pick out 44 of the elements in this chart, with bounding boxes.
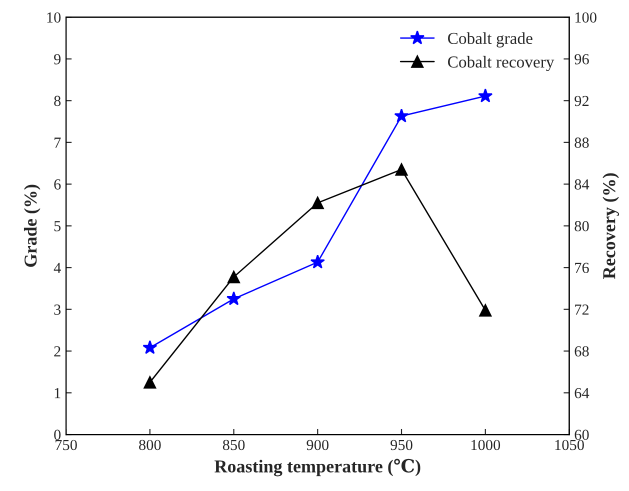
y2-tick-label: 84 <box>574 179 590 190</box>
point <box>394 108 409 122</box>
point <box>311 196 324 210</box>
y2-tick-label: 88 <box>574 138 589 148</box>
y2-tick-label: 72 <box>575 304 589 315</box>
y-tick-label: 7 <box>54 138 61 148</box>
point <box>478 88 493 102</box>
y2-tick-label: 92 <box>574 96 589 106</box>
y-tick-label: 9 <box>54 54 61 64</box>
x-tick-label: 1050 <box>555 440 584 450</box>
y-tick-label: 0 <box>54 430 61 440</box>
legend-label: Cobalt grade <box>448 32 532 48</box>
y2-tick-label: 68 <box>574 346 589 357</box>
y2-tick-label: 80 <box>574 221 589 232</box>
x-tick-label: 1000 <box>471 440 500 450</box>
x-tick-label: 900 <box>306 440 329 450</box>
point <box>142 340 158 354</box>
y-tick-label: 6 <box>54 179 61 190</box>
y-tick-label: 3 <box>54 304 61 315</box>
x-tick-label: 750 <box>56 440 77 450</box>
y-tick-label: 1 <box>54 388 60 398</box>
x-tick-label: 950 <box>390 440 412 450</box>
y2-tick-label: 76 <box>575 262 589 274</box>
point <box>228 270 240 284</box>
y2-axis-title: Recovery (%) <box>602 173 620 279</box>
point <box>479 304 492 317</box>
y-tick-label: 10 <box>47 12 61 23</box>
y2-tick-label: 96 <box>574 54 589 64</box>
point <box>144 376 156 389</box>
point <box>395 163 408 176</box>
point <box>310 254 325 268</box>
y-tick-label: 8 <box>54 96 61 106</box>
x-tick-label: 800 <box>139 440 161 450</box>
y-tick-label: 5 <box>54 221 61 232</box>
y-tick-label: 4 <box>54 262 61 273</box>
y-tick-label: 2 <box>54 346 60 356</box>
y2-tick-label: 60 <box>574 430 589 440</box>
legend-label: Cobalt recovery <box>448 56 554 72</box>
x-axis-title: Roasting temperature (℃) <box>214 458 420 476</box>
x-tick-label: 850 <box>222 440 245 450</box>
y2-tick-label: 100 <box>575 12 596 23</box>
y-axis-title: Grade (%) <box>24 184 40 267</box>
point <box>226 291 242 306</box>
y2-tick-label: 64 <box>574 388 590 398</box>
